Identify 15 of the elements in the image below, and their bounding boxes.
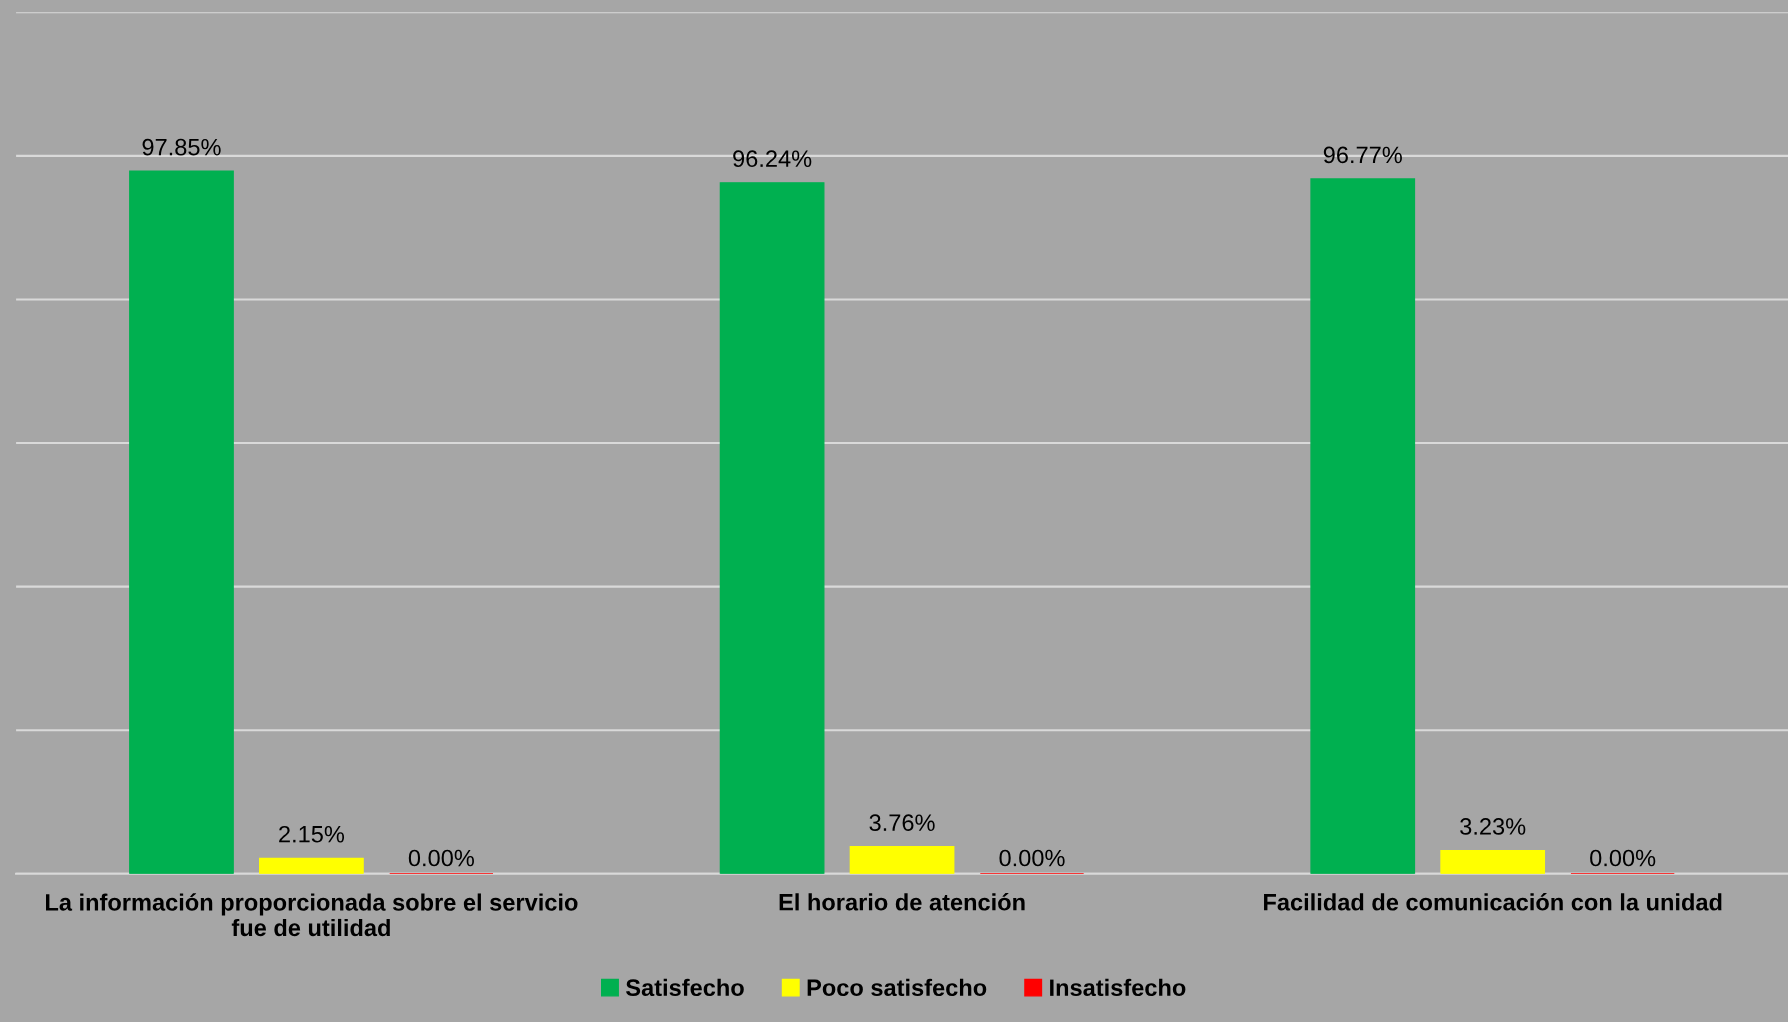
data-label: 96.77% xyxy=(1323,146,1402,164)
x-tick-label: Facilidad de comunicación con la unidad xyxy=(1264,893,1722,911)
legend-label: Satisfecho xyxy=(625,978,744,997)
data-label: 97.85% xyxy=(142,138,221,156)
data-label: 0.00% xyxy=(1590,849,1656,867)
data-label: 3.23% xyxy=(1460,818,1526,835)
legend-label: Poco satisfecho xyxy=(807,978,987,997)
x-tick-label: El horario de atención xyxy=(779,893,1025,911)
data-label: 0.00% xyxy=(999,849,1065,867)
data-label: 3.76% xyxy=(869,814,935,832)
data-label: 2.15% xyxy=(279,825,345,843)
legend-label: Insatisfecho xyxy=(1050,978,1186,997)
data-label: 96.24% xyxy=(733,150,812,168)
data-label: 0.00% xyxy=(408,849,474,867)
x-tick-label: La información proporcionada sobre el servicio fue de utilidad xyxy=(46,893,578,937)
